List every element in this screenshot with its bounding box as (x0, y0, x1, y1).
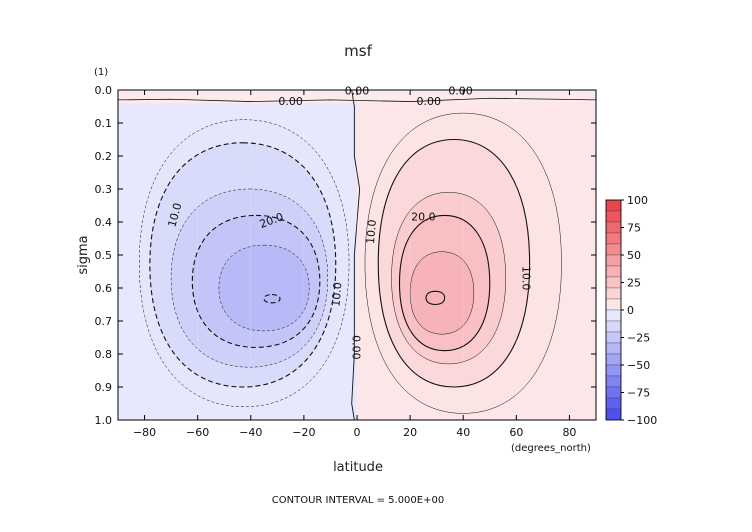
x-axis-label: latitude (333, 460, 383, 475)
southern-hemisphere-cell-contour (218, 244, 310, 332)
colorbar-segment (605, 375, 622, 388)
colorbar-segment (605, 342, 622, 355)
colorbar-segment (605, 232, 622, 245)
y-tick-label: 0.0 (95, 84, 113, 97)
y-tick-label: 0.7 (95, 315, 113, 328)
contour-label: 0.00 (448, 85, 473, 98)
y-tick-label: 0.1 (95, 117, 113, 130)
y-tick-label: 1.0 (95, 414, 113, 427)
x-tick-label: 40 (456, 426, 470, 439)
colorbar-segment (605, 243, 622, 256)
x-tick-label: 0 (354, 426, 361, 439)
y-axis-label: sigma (76, 235, 91, 274)
colorbar-segment (605, 408, 622, 421)
y-tick-label: 0.9 (95, 381, 113, 394)
y-tick-label: 0.4 (95, 216, 113, 229)
contour-label: 10.0 (166, 201, 185, 228)
y-tick-label: 0.2 (95, 150, 113, 163)
zero-contour-equator (351, 89, 361, 421)
colorbar-tick-label: 0 (627, 304, 634, 317)
colorbar-tick-label: 75 (627, 222, 641, 235)
contour-label: 20.0 (411, 211, 436, 224)
x-tick-label: 80 (562, 426, 576, 439)
y-units-label: (1) (94, 67, 108, 78)
colorbar-segment (605, 254, 622, 267)
colorbar-segment (605, 386, 622, 399)
colorbar-tick-label: 100 (627, 194, 648, 207)
colorbar-segment (605, 298, 622, 311)
contour-label: 10.0 (364, 219, 379, 245)
y-tick-label: 0.8 (95, 348, 113, 361)
chart-title: msf (344, 42, 372, 60)
colorbar-segment (605, 199, 622, 212)
top-boundary-band (118, 90, 596, 104)
x-tick-label: −60 (186, 426, 209, 439)
contour-label-text: 0.00 (278, 95, 303, 108)
colorbar-segment (605, 353, 622, 366)
colorbar-segment (605, 309, 622, 322)
contour-label-text: 10.0 (364, 219, 379, 245)
contour-label: 0.00 (278, 95, 303, 108)
contour-label-text: 0.00 (349, 335, 362, 360)
contour-label-text: 20.0 (411, 211, 436, 224)
contour-label: 0.00 (416, 95, 441, 108)
y-tick-label: 0.6 (95, 282, 113, 295)
x-tick-label: −20 (292, 426, 315, 439)
colorbar-segment (605, 364, 622, 377)
colorbar-segment (605, 397, 622, 410)
x-tick-label: −40 (239, 426, 262, 439)
colorbar: 100 75 50 25 0 −25 −50 −75 −100 (605, 194, 657, 427)
colorbar-segment (605, 210, 622, 223)
x-units-label: (degrees_north) (511, 443, 591, 454)
y-tick-label: 0.3 (95, 183, 113, 196)
contour-label-text: 10.0 (519, 266, 532, 291)
northern-hemisphere-cell-contour (425, 290, 446, 306)
x-tick-label: 20 (403, 426, 417, 439)
contour-label-text: 0.00 (416, 95, 441, 108)
colorbar-segment (605, 276, 622, 289)
y-tick-label: 0.5 (95, 249, 113, 262)
colorbar-tick-label: 50 (627, 249, 641, 262)
colorbar-tick-label: −75 (627, 387, 650, 400)
colorbar-segment (605, 287, 622, 300)
colorbar-tick-label: −25 (627, 332, 650, 345)
contour-label-text: 10.0 (329, 282, 344, 308)
colorbar-segment (605, 331, 622, 344)
colorbar-segment (605, 265, 622, 278)
colorbar-segment (605, 221, 622, 234)
contour-label-text: 10.0 (166, 201, 185, 228)
colorbar-tick-label: 25 (627, 277, 641, 290)
contour-label: 10.0 (329, 282, 344, 308)
zero-contour-upper (117, 97, 597, 102)
x-tick-label: −80 (133, 426, 156, 439)
contour-interval-note: CONTOUR INTERVAL = 5.000E+00 (272, 495, 444, 506)
contour-label: 0.00 (349, 335, 362, 360)
southern-hemisphere-cell-contour (263, 294, 281, 304)
colorbar-tick-label: −50 (627, 359, 650, 372)
colorbar-tick-label: −100 (627, 414, 657, 427)
contour-label-text: 0.00 (448, 85, 473, 98)
x-tick-label: 60 (509, 426, 523, 439)
contour-label: 10.0 (519, 266, 532, 291)
axis-ticks: −80 −60 −40 −20 0 20 40 60 80 0.0 0.1 0.2 0.3 0.4 0.5 0… (95, 84, 596, 439)
colorbar-segment (605, 320, 622, 333)
